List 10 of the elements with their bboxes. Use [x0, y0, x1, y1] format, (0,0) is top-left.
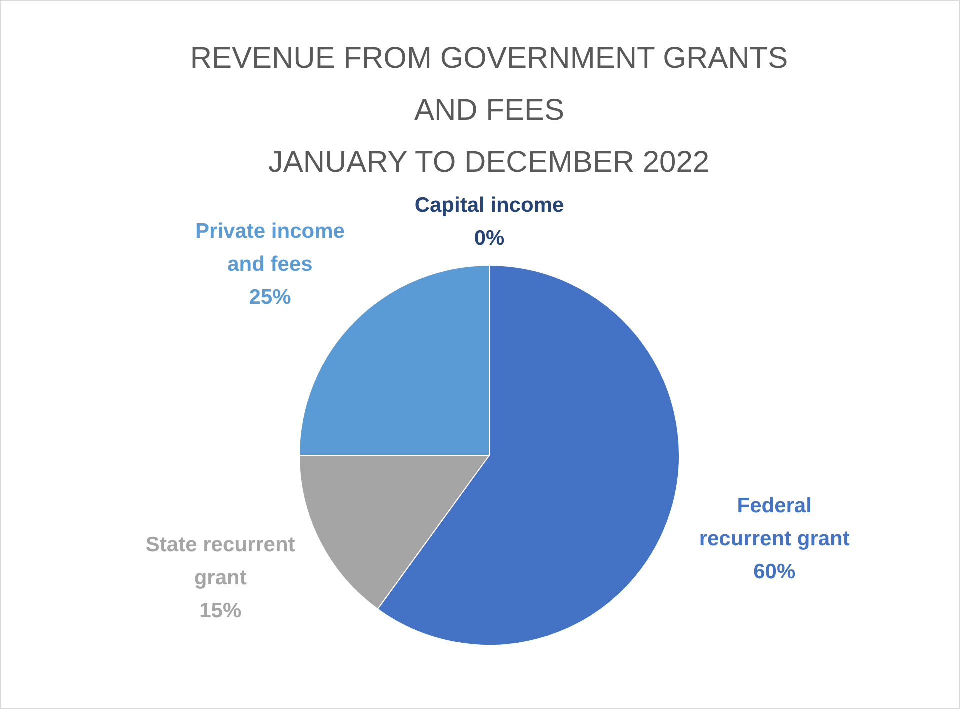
slice-label: Federal recurrent grant [699, 494, 850, 550]
data-label: 60% [754, 560, 796, 584]
text: 0% [474, 226, 505, 250]
chart-subtitle: JANUARY TO DECEMBER 2022 [268, 146, 710, 179]
slice-label: Private income and fees [196, 220, 345, 276]
category-label: Capital income [414, 194, 564, 217]
data-label: 15% [200, 599, 242, 622]
chart-title: REVENUE FROM GOVERNMENT GRANTS AND FEES [190, 42, 788, 127]
data-label: 25% [249, 286, 292, 310]
slice-label: State recurrent grant [146, 533, 296, 590]
